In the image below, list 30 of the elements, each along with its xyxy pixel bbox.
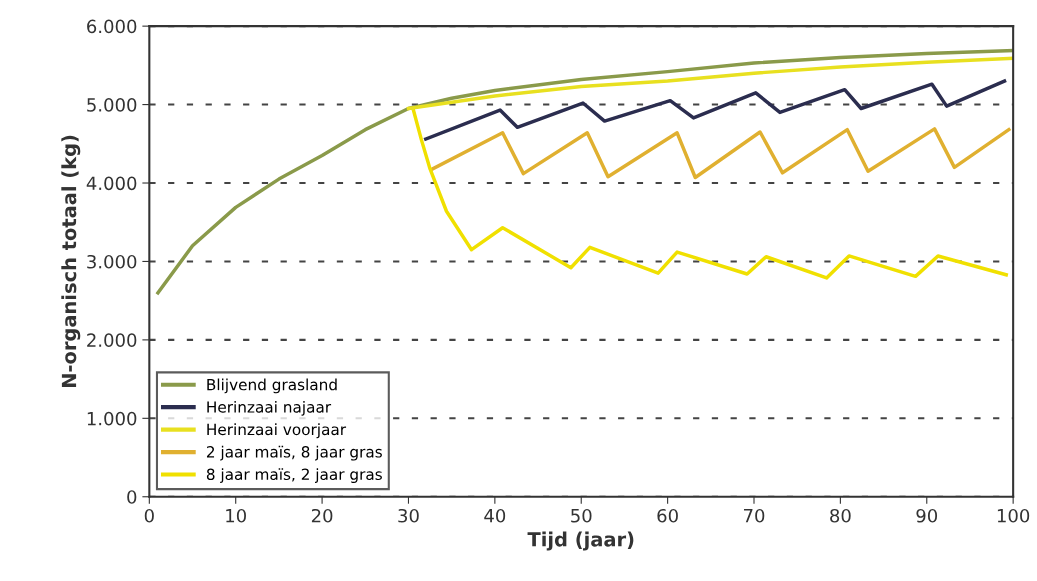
x-tick-label: 70	[744, 508, 765, 523]
legend-label: Herinzaai voorjaar	[207, 423, 347, 439]
y-tick-label: 4.000	[86, 176, 137, 191]
x-tick-label: 10	[226, 508, 246, 523]
x-axis-title: Tijd (jaar)	[527, 531, 634, 551]
legend-label: 2 jaar maïs, 8 jaar gras	[206, 445, 382, 461]
line-series	[406, 56, 1014, 111]
line-series	[156, 48, 1014, 295]
line-series	[430, 127, 1011, 180]
x-tick-label: 100	[997, 508, 1030, 523]
y-tick-label: 2.000	[87, 333, 137, 347]
legend-label: Blijvend grasland	[207, 378, 337, 394]
x-tick-label: 50	[571, 508, 592, 523]
x-tick-label: 90	[916, 508, 938, 523]
y-tick-label: 6.000	[87, 19, 137, 34]
x-tick-label: 60	[657, 508, 678, 523]
x-tick-label: 20	[311, 508, 333, 523]
line-series	[411, 109, 1008, 280]
line-series	[424, 79, 1007, 141]
y-tick-label: 1.000	[87, 411, 137, 426]
y-axis-title: N-organisch totaal (kg)	[61, 135, 81, 388]
x-tick-label: 80	[830, 508, 851, 523]
y-tick-label: 5.000	[87, 98, 137, 112]
x-tick-label: 0	[144, 508, 154, 523]
legend-label: 8 jaar maïs, 2 jaar gras	[206, 468, 382, 484]
y-tick-label: 0	[127, 490, 137, 504]
x-tick-label: 40	[484, 508, 506, 523]
y-tick-label: 3.000	[87, 254, 137, 269]
x-tick-label: 30	[398, 508, 419, 523]
legend-label: Herinzaai najaar	[207, 400, 332, 416]
